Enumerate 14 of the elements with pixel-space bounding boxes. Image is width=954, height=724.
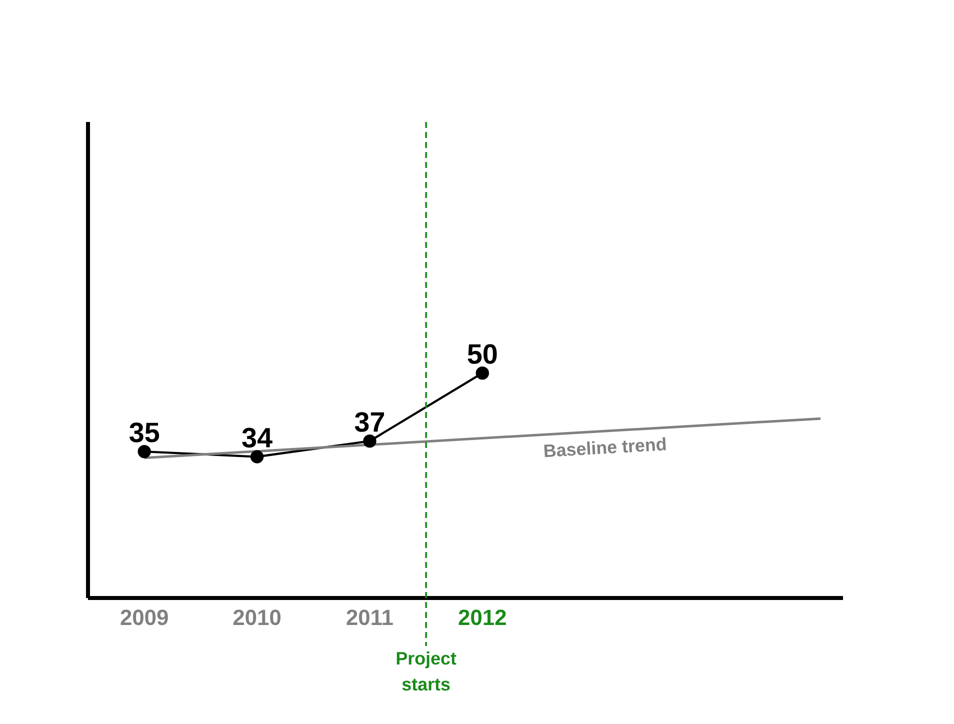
data-label: 37	[354, 412, 384, 432]
x-tick-label: 2011	[346, 610, 393, 626]
point	[250, 450, 264, 464]
x-tick-label: 2010	[233, 610, 281, 626]
data-label: 34	[242, 428, 272, 448]
data-label: 35	[129, 422, 160, 442]
data-label: 50	[468, 344, 497, 364]
point	[363, 434, 376, 448]
point	[476, 366, 490, 380]
point	[138, 444, 151, 458]
x-tick-label: 2009	[120, 610, 168, 626]
x-tick-label: 2012	[458, 610, 506, 626]
ref-line-label: Project starts	[396, 652, 456, 691]
series-label: Baseline trend	[544, 437, 666, 458]
